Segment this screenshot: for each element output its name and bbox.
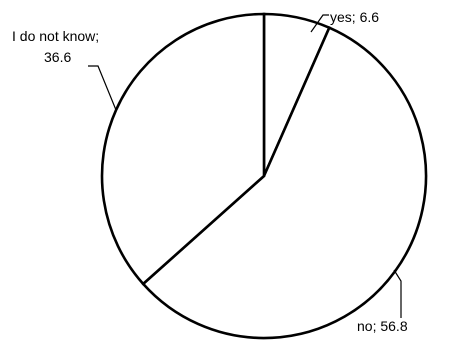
leader-yes	[310, 14, 329, 33]
leader-no	[393, 269, 402, 318]
label-i-do-not-know-value: 36.6	[44, 49, 71, 65]
label-yes: yes; 6.6	[330, 9, 379, 25]
label-i-do-not-know: I do not know;	[12, 28, 99, 44]
label-no: no; 56.8	[357, 318, 408, 334]
leader-i-do-not-know	[88, 65, 117, 111]
